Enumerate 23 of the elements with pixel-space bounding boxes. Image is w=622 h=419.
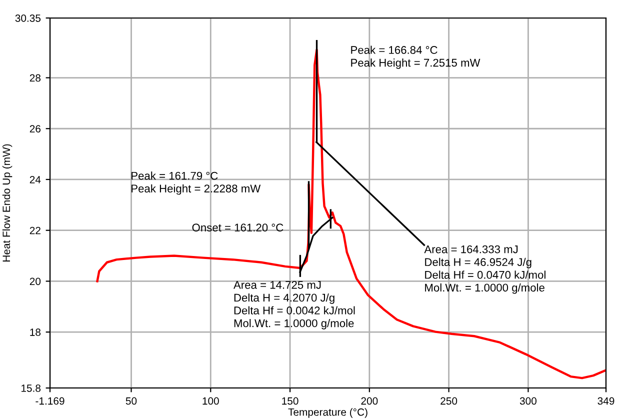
- y-axis-title: Heat Flow Endo Up (mW): [2, 144, 12, 262]
- annotation: Area = 164.333 mJ Delta H = 46.9524 J/g Delta Hf = 0.0470 kJ/mol Mol.Wt. = 1.0000 g/mole: [424, 245, 546, 294]
- x-tick-label: -1.169: [36, 397, 64, 405]
- x-tick-label: 200: [361, 397, 378, 405]
- x-tick-label: 349: [598, 397, 614, 405]
- x-tick-label: 300: [520, 397, 536, 405]
- y-tick-label: 18: [30, 328, 41, 336]
- y-tick-label: 26: [30, 125, 41, 132]
- y-tick-label: 15.8: [21, 384, 41, 392]
- annotation: Peak = 166.84 °C Peak Height = 7.2515 mW: [351, 46, 480, 69]
- x-tick-label: 50: [126, 397, 137, 405]
- x-tick-label: 250: [440, 397, 458, 405]
- annotation: Peak = 161.79 °C Peak Height = 2.2288 mW: [132, 172, 261, 195]
- annotation: Area = 14.725 mJ Delta H = 4.2070 J/g Delta Hf = 0.0042 kJ/mol Mol.Wt. = 1.0000 g/mole: [234, 280, 355, 330]
- y-tick-label: 20: [30, 278, 41, 286]
- x-tick-label: 100: [202, 397, 219, 405]
- y-tick-label: 30.35: [15, 14, 41, 22]
- annotation: Onset = 161.20 °C: [192, 224, 284, 232]
- y-tick-label: 28: [30, 74, 41, 82]
- x-axis-title: Temperature (°C): [288, 408, 368, 418]
- y-tick-label: 22: [30, 226, 40, 234]
- x-tick-label: 150: [282, 397, 298, 405]
- y-tick-label: 24: [30, 176, 41, 184]
